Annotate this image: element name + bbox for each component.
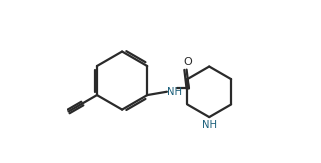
Text: NH: NH xyxy=(168,88,182,97)
Text: NH: NH xyxy=(202,120,217,130)
Text: O: O xyxy=(183,57,192,67)
